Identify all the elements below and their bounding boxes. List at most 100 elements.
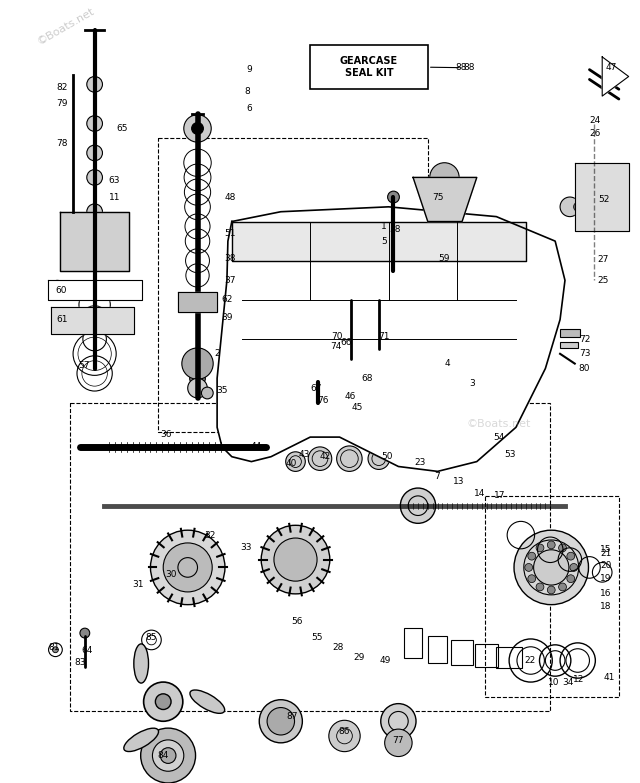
Circle shape	[87, 204, 102, 219]
Circle shape	[536, 583, 544, 591]
Text: 17: 17	[493, 492, 505, 500]
Text: 32: 32	[205, 531, 216, 539]
Polygon shape	[60, 211, 129, 270]
Text: 88: 88	[455, 63, 467, 72]
Text: 76: 76	[317, 396, 329, 406]
Text: 6: 6	[246, 104, 252, 114]
Text: 81: 81	[49, 644, 60, 652]
Bar	[70, 402, 550, 712]
Text: 66: 66	[340, 337, 352, 347]
Text: 56: 56	[292, 617, 303, 626]
Text: 44: 44	[251, 442, 262, 451]
Circle shape	[188, 378, 207, 398]
Text: 5: 5	[381, 236, 387, 246]
Text: 47: 47	[605, 63, 617, 72]
Text: 40: 40	[286, 459, 297, 468]
Bar	[451, 640, 473, 666]
Circle shape	[202, 387, 213, 399]
Text: 33: 33	[241, 543, 252, 552]
Text: 86: 86	[339, 727, 350, 735]
Polygon shape	[232, 222, 526, 261]
Text: 9: 9	[246, 65, 252, 74]
Text: 23: 23	[414, 458, 426, 467]
Circle shape	[381, 704, 416, 739]
Text: 38: 38	[224, 254, 236, 263]
Circle shape	[388, 191, 399, 203]
Text: 30: 30	[165, 570, 177, 579]
Bar	[497, 647, 522, 669]
Circle shape	[605, 207, 613, 215]
Bar	[560, 342, 578, 348]
Text: 8: 8	[244, 87, 250, 96]
Text: 28: 28	[332, 644, 343, 652]
Circle shape	[150, 530, 225, 604]
Text: 78: 78	[56, 139, 68, 148]
Text: 48: 48	[224, 193, 236, 201]
Circle shape	[87, 116, 102, 132]
Text: 34: 34	[562, 677, 573, 687]
Circle shape	[580, 168, 589, 176]
Text: 24: 24	[589, 116, 601, 125]
Bar	[371, 236, 398, 251]
Circle shape	[156, 694, 171, 709]
Polygon shape	[575, 163, 628, 231]
Text: 39: 39	[221, 313, 233, 322]
Circle shape	[514, 530, 589, 604]
Circle shape	[567, 575, 575, 583]
Polygon shape	[602, 57, 628, 96]
Circle shape	[184, 115, 211, 143]
Circle shape	[547, 586, 555, 594]
Text: 75: 75	[432, 193, 444, 201]
Text: 57: 57	[78, 361, 90, 370]
Circle shape	[285, 452, 305, 471]
Circle shape	[567, 552, 575, 560]
Circle shape	[570, 564, 578, 572]
Circle shape	[80, 628, 90, 638]
Circle shape	[329, 720, 360, 752]
Circle shape	[344, 361, 359, 377]
Text: ©Boats.net: ©Boats.net	[467, 420, 531, 429]
Text: 63: 63	[108, 176, 120, 185]
Text: 71: 71	[378, 332, 390, 341]
Text: 31: 31	[132, 579, 143, 589]
Text: 43: 43	[299, 450, 310, 460]
Polygon shape	[51, 307, 134, 334]
Circle shape	[373, 353, 385, 365]
Circle shape	[536, 544, 544, 552]
Text: 72: 72	[579, 334, 590, 344]
Circle shape	[547, 541, 555, 549]
Text: 20: 20	[600, 561, 612, 570]
Text: 74: 74	[330, 342, 341, 352]
Ellipse shape	[124, 728, 159, 752]
Text: 26: 26	[589, 129, 601, 138]
Circle shape	[385, 729, 412, 756]
Text: 7: 7	[435, 472, 440, 481]
Text: 82: 82	[56, 83, 68, 92]
Circle shape	[259, 700, 302, 743]
Circle shape	[52, 647, 58, 653]
Text: 88: 88	[463, 63, 475, 72]
Text: 61: 61	[56, 315, 68, 324]
Text: 46: 46	[345, 392, 356, 402]
Text: 41: 41	[604, 673, 615, 682]
Bar	[484, 496, 619, 697]
Text: 29: 29	[353, 653, 365, 662]
Ellipse shape	[134, 644, 148, 683]
Bar	[428, 636, 447, 663]
Circle shape	[342, 401, 356, 414]
Text: GEARCASE
SEAL KIT: GEARCASE SEAL KIT	[340, 56, 398, 78]
Text: 50: 50	[381, 453, 392, 461]
Text: 35: 35	[216, 385, 228, 395]
Text: 52: 52	[598, 196, 610, 204]
Circle shape	[267, 708, 294, 735]
Text: 58: 58	[390, 225, 401, 234]
Text: 62: 62	[221, 295, 232, 305]
Text: 22: 22	[524, 656, 535, 665]
Circle shape	[559, 583, 566, 591]
Text: 25: 25	[598, 276, 609, 285]
Circle shape	[160, 748, 176, 763]
Text: 13: 13	[453, 477, 465, 485]
Circle shape	[152, 740, 184, 771]
Circle shape	[337, 446, 362, 471]
Circle shape	[605, 168, 613, 176]
